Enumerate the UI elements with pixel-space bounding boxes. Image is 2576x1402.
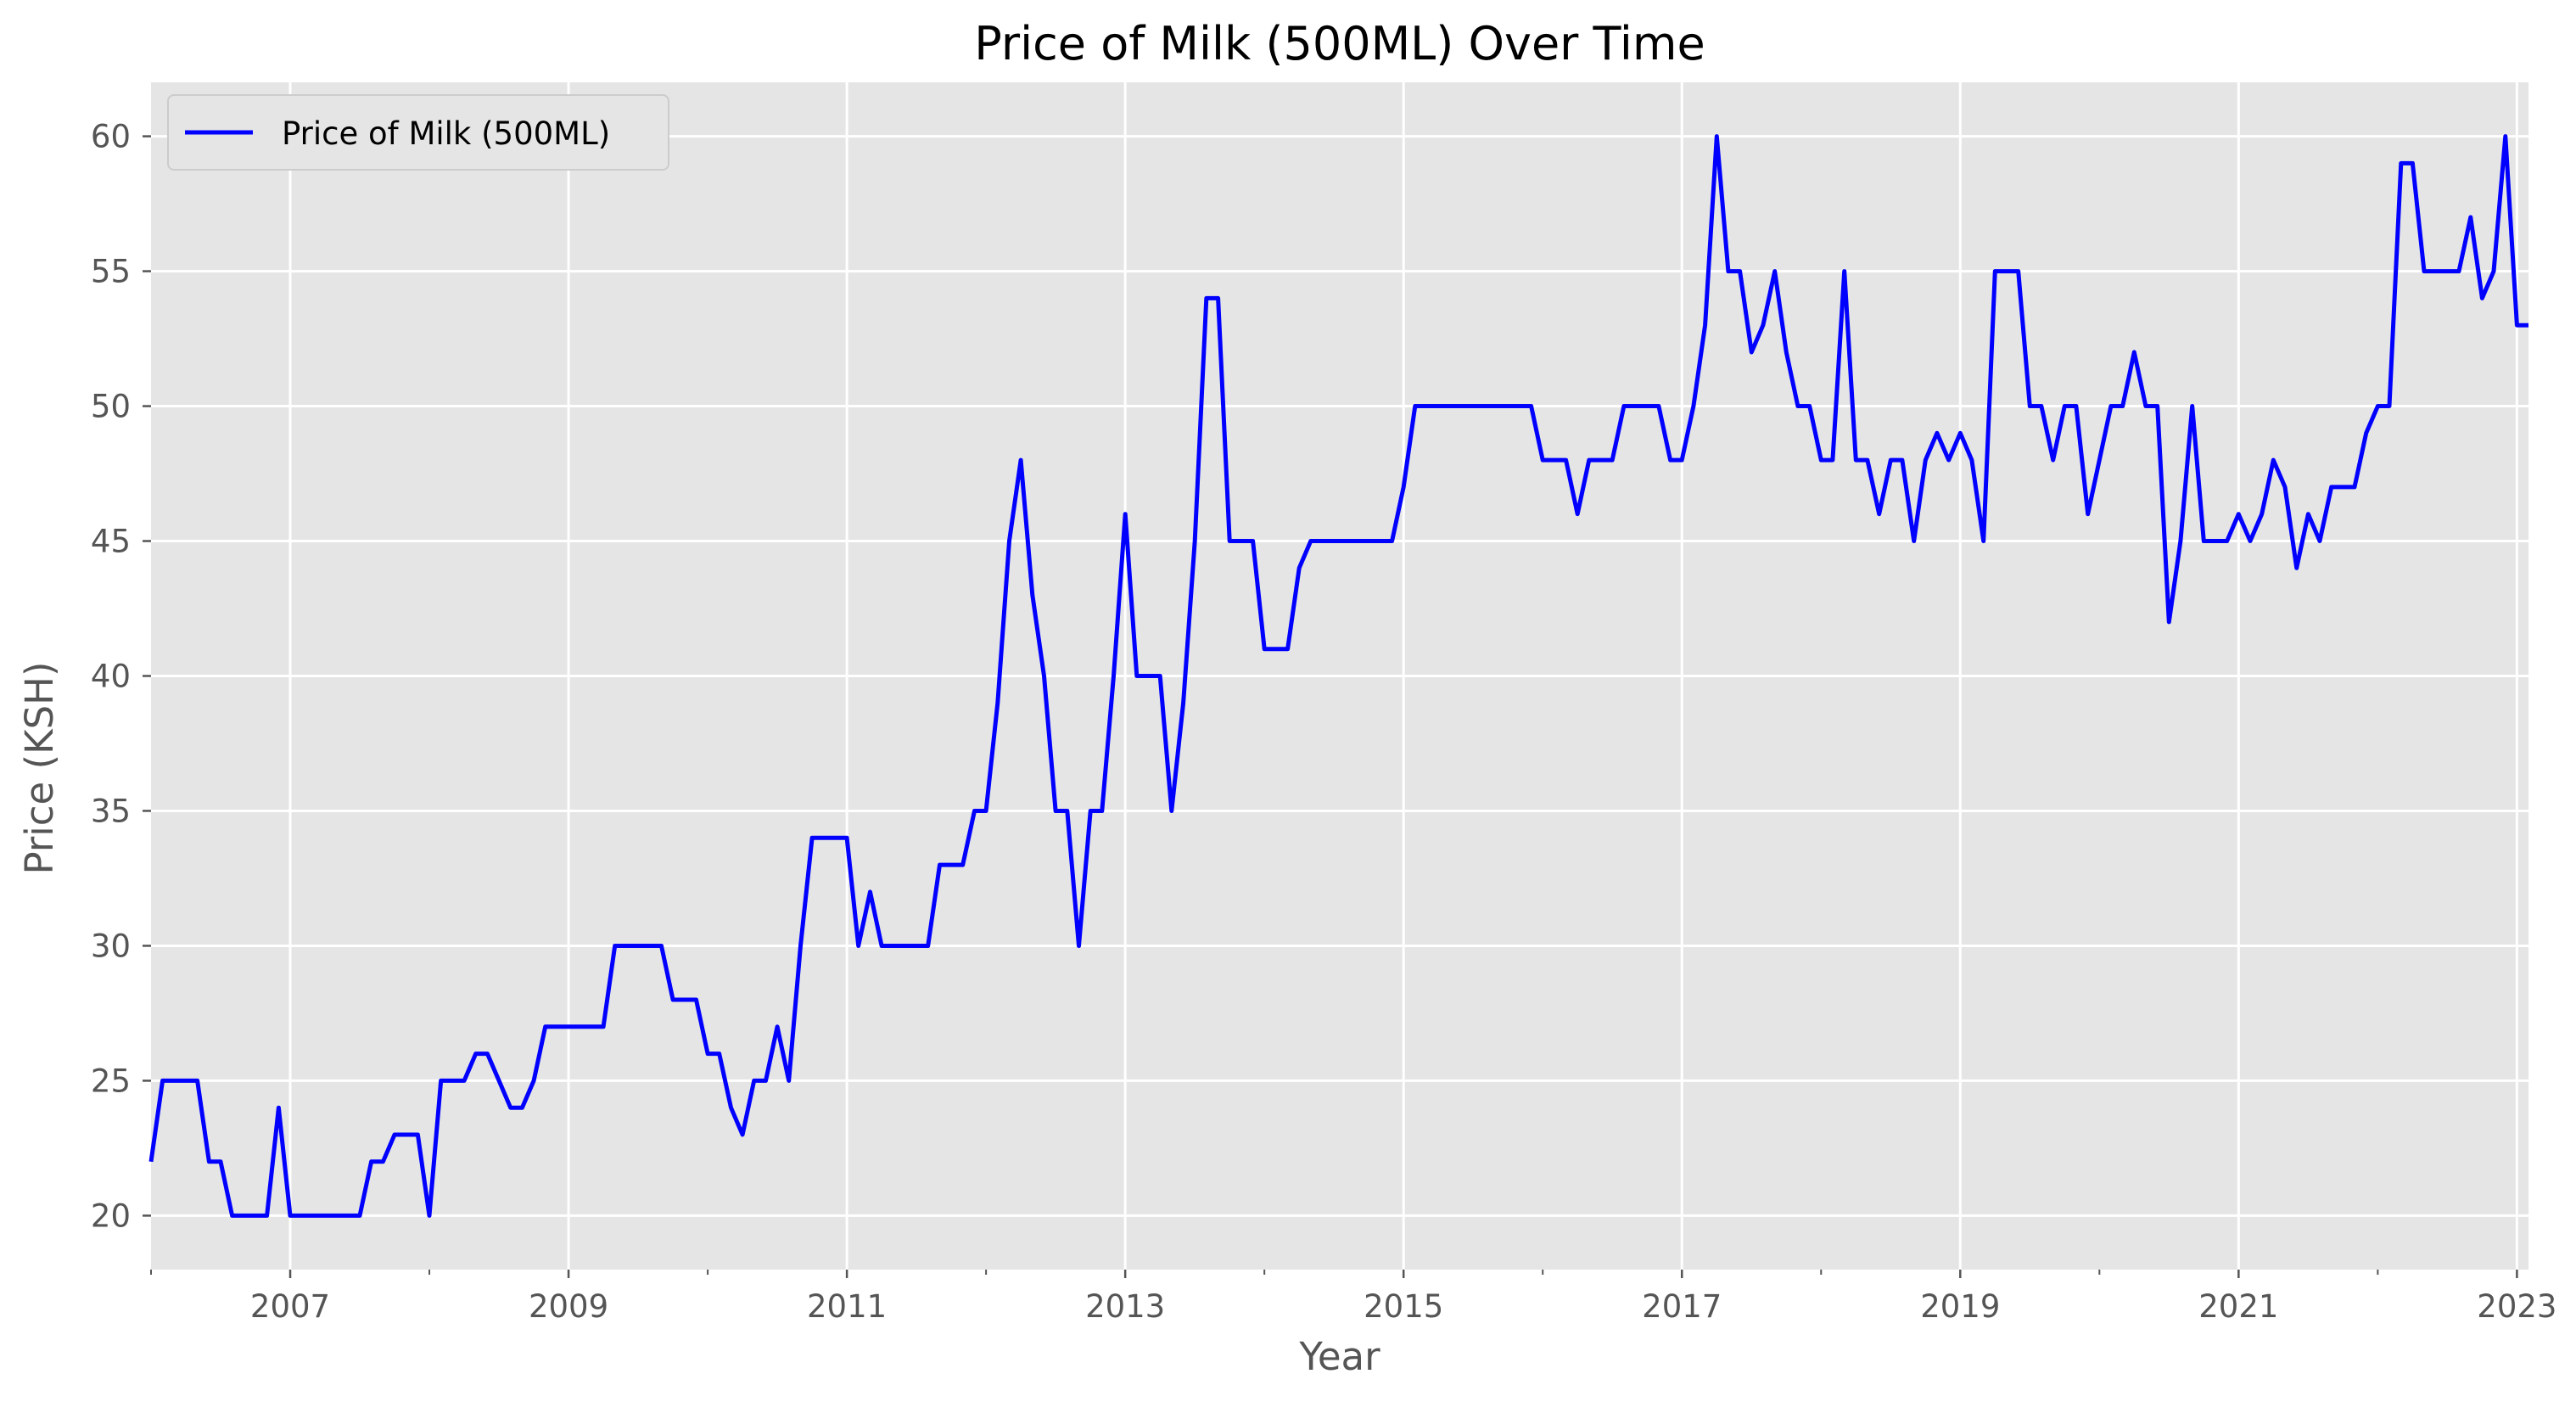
- y-tick-label: 35: [91, 793, 131, 829]
- y-tick-label: 40: [91, 659, 131, 695]
- chart-title: Price of Milk (500ML) Over Time: [974, 17, 1705, 70]
- x-tick-label: 2021: [2198, 1288, 2278, 1325]
- x-tick-label: 2019: [1920, 1288, 2000, 1325]
- y-tick-label: 20: [91, 1197, 131, 1234]
- x-tick-label: 2013: [1085, 1288, 1165, 1325]
- series-line-price-of-milk: [148, 134, 2528, 1218]
- x-tick-label: 2017: [1642, 1288, 1722, 1325]
- axis-ticks: 20 25 30 35 40 45 50 55 60 2007 2009 2011 2013 2015 20…: [91, 119, 2557, 1325]
- x-tick-label: 2009: [529, 1288, 608, 1325]
- legend: Price of Milk (500ML): [167, 94, 669, 171]
- legend-box: [167, 94, 669, 171]
- legend-entry-label: Price of Milk (500ML): [282, 115, 610, 152]
- x-tick-label: 2011: [807, 1288, 887, 1325]
- x-tick-label: 2007: [250, 1288, 330, 1325]
- y-tick-label: 50: [91, 389, 131, 425]
- y-tick-label: 55: [91, 254, 131, 290]
- x-axis-label: Year: [1298, 1334, 1380, 1379]
- grid: [151, 82, 2528, 1270]
- y-axis-label: Price (KSH): [17, 661, 62, 874]
- y-tick-label: 45: [91, 524, 131, 560]
- y-tick-label: 60: [91, 119, 131, 155]
- x-tick-label: 2015: [1364, 1288, 1443, 1325]
- y-tick-label: 25: [91, 1063, 131, 1099]
- y-tick-label: 30: [91, 928, 131, 964]
- x-tick-label: 2023: [2477, 1288, 2556, 1325]
